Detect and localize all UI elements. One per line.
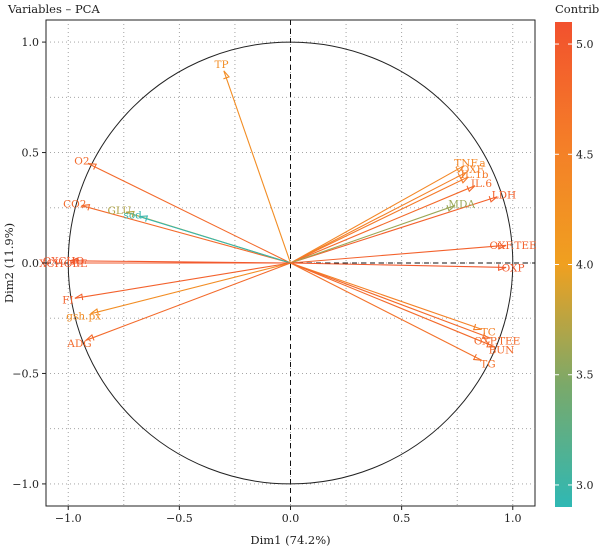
label-oxp: OXP — [502, 263, 525, 275]
label-co2: CO2 — [63, 199, 86, 211]
arrow-oxp-tee — [290, 262, 491, 339]
x-tick-label: 1.0 — [504, 512, 522, 525]
x-tick-label: 0.0 — [282, 512, 300, 525]
y-axis-ticks: −1.0 −0.5 0.0 0.5 1.0 — [12, 36, 46, 491]
label-glu: GLU — [108, 205, 132, 217]
label-tnf-a: TNF.a — [454, 157, 485, 169]
x-tick-label: −1.0 — [55, 512, 82, 525]
y-tick-label: 0.0 — [22, 257, 40, 270]
y-tick-label: 1.0 — [22, 36, 40, 49]
legend-colorbar — [555, 22, 572, 507]
label-tg: TG — [480, 358, 495, 370]
legend-tick-label: 4.0 — [576, 259, 594, 272]
arrow-tnf-a — [290, 165, 465, 264]
label-gsh-px: gsh.px — [66, 311, 101, 323]
label-bun: BUN — [489, 345, 515, 357]
x-axis-label: Dim1 (74.2%) — [250, 533, 330, 547]
arrow-ldh — [290, 196, 498, 264]
label-tc: TC — [481, 327, 496, 339]
contrib-legend: Contrib 3.0 3.5 4.0 4.5 5.0 — [555, 2, 599, 507]
label-mda: MDA — [448, 198, 475, 210]
arrow-il-1b — [290, 176, 469, 264]
arrow-tc — [290, 262, 482, 331]
label-fi: FI — [62, 294, 73, 306]
arrow-adg — [85, 262, 291, 341]
y-tick-label: 0.5 — [22, 147, 40, 160]
arrow-xchoee — [70, 259, 291, 266]
legend-title: Contrib — [555, 2, 599, 16]
label-o2: O2 — [74, 156, 89, 168]
label-sod: sod — [123, 210, 142, 222]
legend-tick-label: 5.0 — [576, 38, 594, 51]
legend-tick-label: 3.0 — [576, 479, 594, 492]
x-tick-label: −0.5 — [166, 512, 193, 525]
arrow-o2 — [87, 163, 291, 264]
arrow-sod — [139, 215, 291, 264]
label-ldh: LDH — [492, 190, 517, 202]
legend-tick-label: 4.5 — [576, 148, 594, 161]
arrow-co2 — [81, 204, 291, 264]
legend-tick-label: 3.5 — [576, 369, 594, 382]
arrow-mda — [290, 205, 456, 264]
arrow-oxp — [290, 262, 507, 272]
legend-ticks: 3.0 3.5 4.0 4.5 5.0 — [555, 38, 594, 492]
variable-arrows — [70, 70, 507, 361]
label-oxcho: OXCHO — [43, 256, 85, 268]
arrow-oxf-tee — [290, 242, 507, 264]
y-tick-label: −1.0 — [12, 478, 39, 491]
arrow-fi — [74, 262, 291, 301]
label-tp: TP — [214, 59, 228, 71]
label-il-1b: IL.1b — [461, 169, 489, 181]
arrow-tp — [223, 70, 292, 264]
arrow-il-6 — [290, 185, 476, 264]
arrow-tg — [290, 262, 482, 361]
y-axis-label: Dim2 (11.9%) — [2, 223, 16, 303]
label-xchoee: XCHOEE — [39, 258, 87, 270]
label-oxf: OXF — [461, 164, 484, 176]
arrow-oxf — [290, 171, 467, 264]
x-axis-ticks: −1.0 −0.5 0.0 0.5 1.0 — [55, 506, 522, 525]
y-tick-label: −0.5 — [12, 367, 39, 380]
x-tick-label: 0.5 — [393, 512, 411, 525]
arrow-bun — [290, 262, 496, 348]
label-il-6: IL.6 — [471, 178, 492, 190]
label-oxp-tee: OXP.TEE — [474, 336, 521, 348]
label-adg: ADG — [66, 338, 91, 350]
chart-title: Variables – PCA — [7, 2, 100, 16]
arrow-gsh-px — [90, 262, 291, 315]
label-oxf-tee: OXF.TEE — [489, 240, 536, 252]
